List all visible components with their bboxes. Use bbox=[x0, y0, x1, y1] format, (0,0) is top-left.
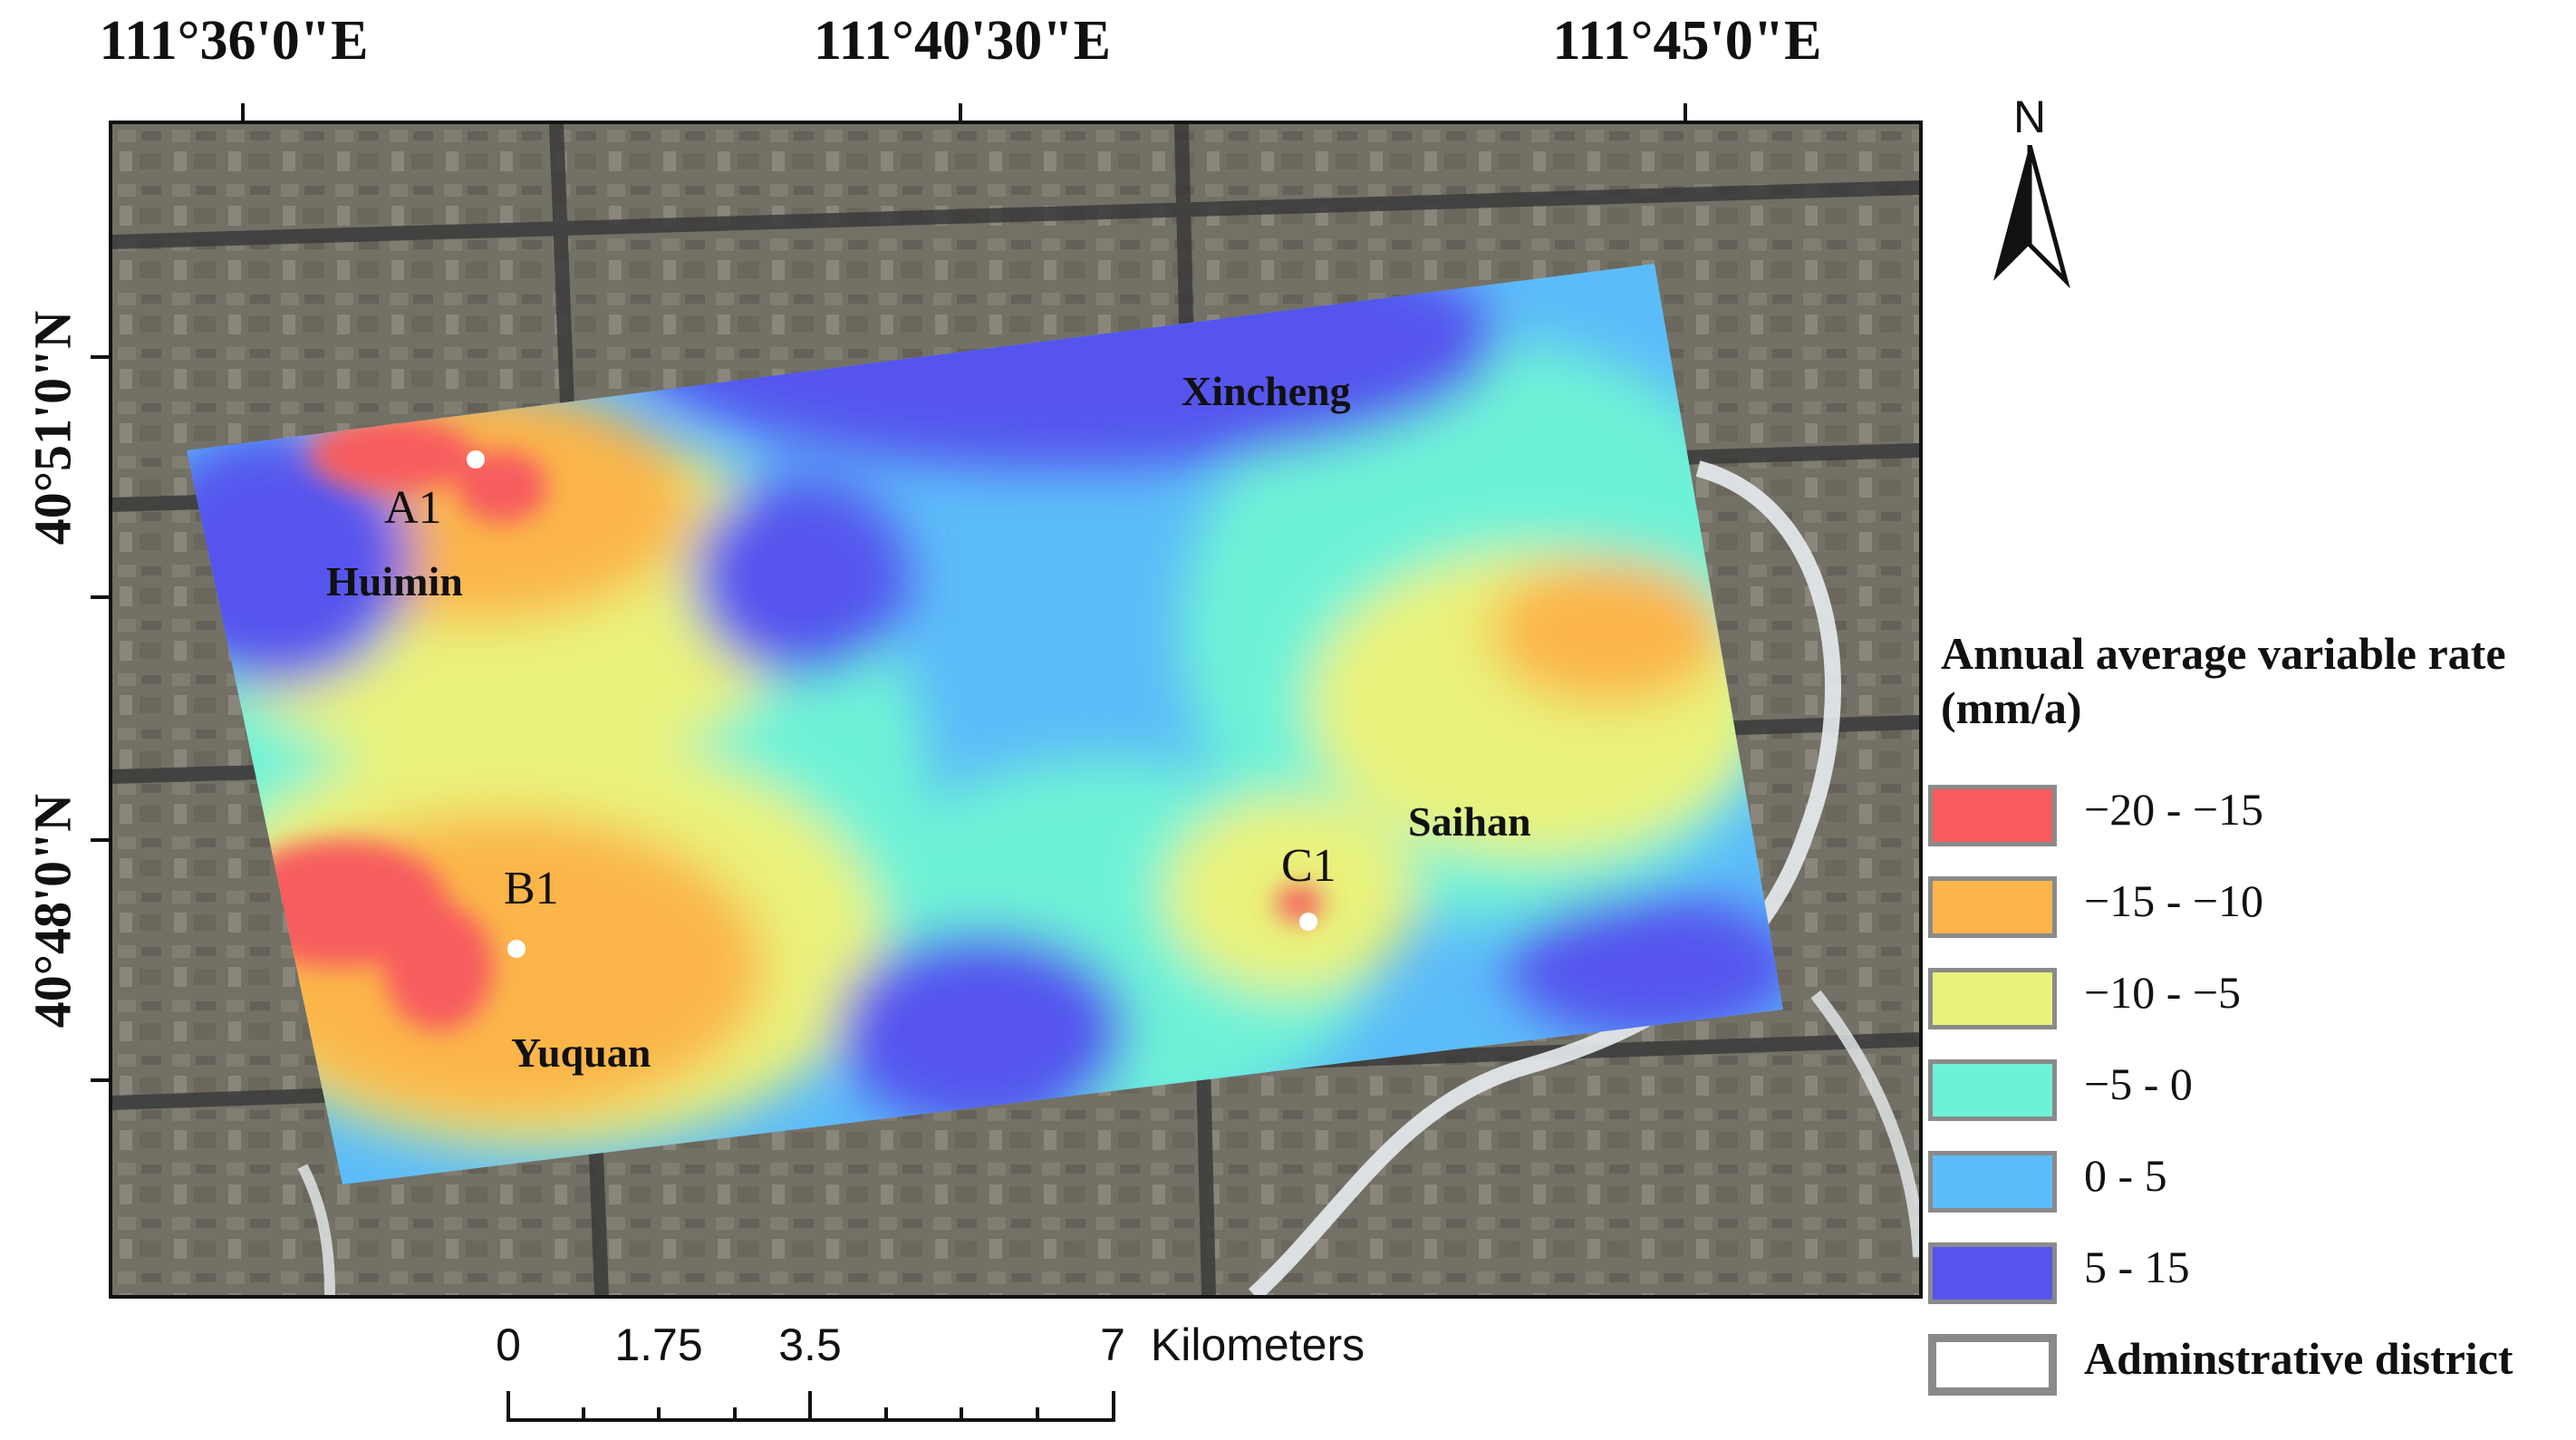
district-label-yuquan: Yuquan bbox=[511, 1029, 651, 1076]
point-label-b1: B1 bbox=[504, 863, 559, 914]
scale-label-0: 0 bbox=[496, 1319, 521, 1370]
legend-swatch bbox=[1928, 1242, 2057, 1304]
district-label-saihan: Saihan bbox=[1408, 798, 1531, 845]
scale-label-3: 7 bbox=[1100, 1319, 1125, 1370]
lat-tick-3 bbox=[91, 838, 111, 842]
scale-label-2: 3.5 bbox=[778, 1319, 842, 1370]
legend-swatch bbox=[1928, 876, 2057, 938]
scale-unit: Kilometers bbox=[1150, 1319, 1365, 1370]
point-label-c1: C1 bbox=[1281, 840, 1336, 892]
legend-label: −20 - −15 bbox=[2084, 784, 2264, 835]
lon-tick-1 bbox=[241, 103, 245, 123]
lon-tick-2 bbox=[959, 103, 962, 123]
lat-tick-1 bbox=[91, 355, 111, 359]
legend-label: 5 - 15 bbox=[2084, 1242, 2190, 1292]
legend-label: −10 - −5 bbox=[2084, 967, 2242, 1018]
legend-item: −10 - −5 bbox=[1928, 964, 2562, 1037]
north-arrow: N bbox=[1989, 91, 2070, 290]
map-frame[interactable]: Xincheng Huimin Saihan Yuquan A1 B1 C1 bbox=[109, 121, 1923, 1299]
legend-swatch bbox=[1928, 968, 2057, 1029]
longitude-label-1: 111°36'0"E bbox=[99, 10, 369, 72]
legend-boundary-item: Adminstrative district bbox=[1928, 1330, 2562, 1403]
point-label-a1: A1 bbox=[384, 482, 442, 534]
legend-item: 5 - 15 bbox=[1928, 1239, 2562, 1311]
map-canvas: Xincheng Huimin Saihan Yuquan A1 B1 C1 bbox=[112, 124, 1919, 1295]
legend-swatch bbox=[1928, 1059, 2057, 1121]
lon-tick-3 bbox=[1684, 103, 1687, 123]
lat-tick-2 bbox=[91, 595, 111, 599]
deformation-raster bbox=[187, 264, 1783, 1184]
legend-swatch bbox=[1928, 1151, 2057, 1213]
scale-bar bbox=[507, 1391, 1115, 1422]
legend-unit: (mm/a) bbox=[1941, 682, 2082, 733]
north-letter: N bbox=[2012, 92, 2047, 142]
scale-label-1: 1.75 bbox=[614, 1319, 703, 1370]
point-a1-marker[interactable] bbox=[467, 450, 485, 469]
district-label-huimin: Huimin bbox=[326, 558, 463, 604]
legend-item: −5 - 0 bbox=[1928, 1056, 2562, 1128]
district-label-xincheng: Xincheng bbox=[1182, 368, 1351, 414]
north-arrow-icon bbox=[1993, 145, 2070, 289]
legend-label: 0 - 5 bbox=[2084, 1150, 2167, 1201]
legend-label: −15 - −10 bbox=[2084, 875, 2264, 926]
legend-item: −20 - −15 bbox=[1928, 781, 2562, 854]
point-c1-marker[interactable] bbox=[1299, 913, 1317, 931]
latitude-label-2: 40°48'0"N bbox=[23, 793, 82, 1029]
legend-boundary-label: Adminstrative district bbox=[2084, 1333, 2513, 1384]
legend-label: −5 - 0 bbox=[2084, 1058, 2193, 1109]
longitude-label-3: 111°45'0"E bbox=[1552, 10, 1822, 72]
legend-item: −15 - −10 bbox=[1928, 873, 2562, 945]
longitude-label-2: 111°40'30"E bbox=[814, 10, 1111, 72]
latitude-label-1: 40°51'0"N bbox=[23, 310, 82, 546]
point-b1-marker[interactable] bbox=[507, 940, 526, 958]
legend-title: Annual average variable rate bbox=[1941, 628, 2506, 679]
legend-swatch bbox=[1928, 785, 2057, 846]
legend-boundary-swatch bbox=[1928, 1334, 2057, 1396]
lat-tick-4 bbox=[91, 1078, 111, 1082]
legend-item: 0 - 5 bbox=[1928, 1147, 2562, 1220]
